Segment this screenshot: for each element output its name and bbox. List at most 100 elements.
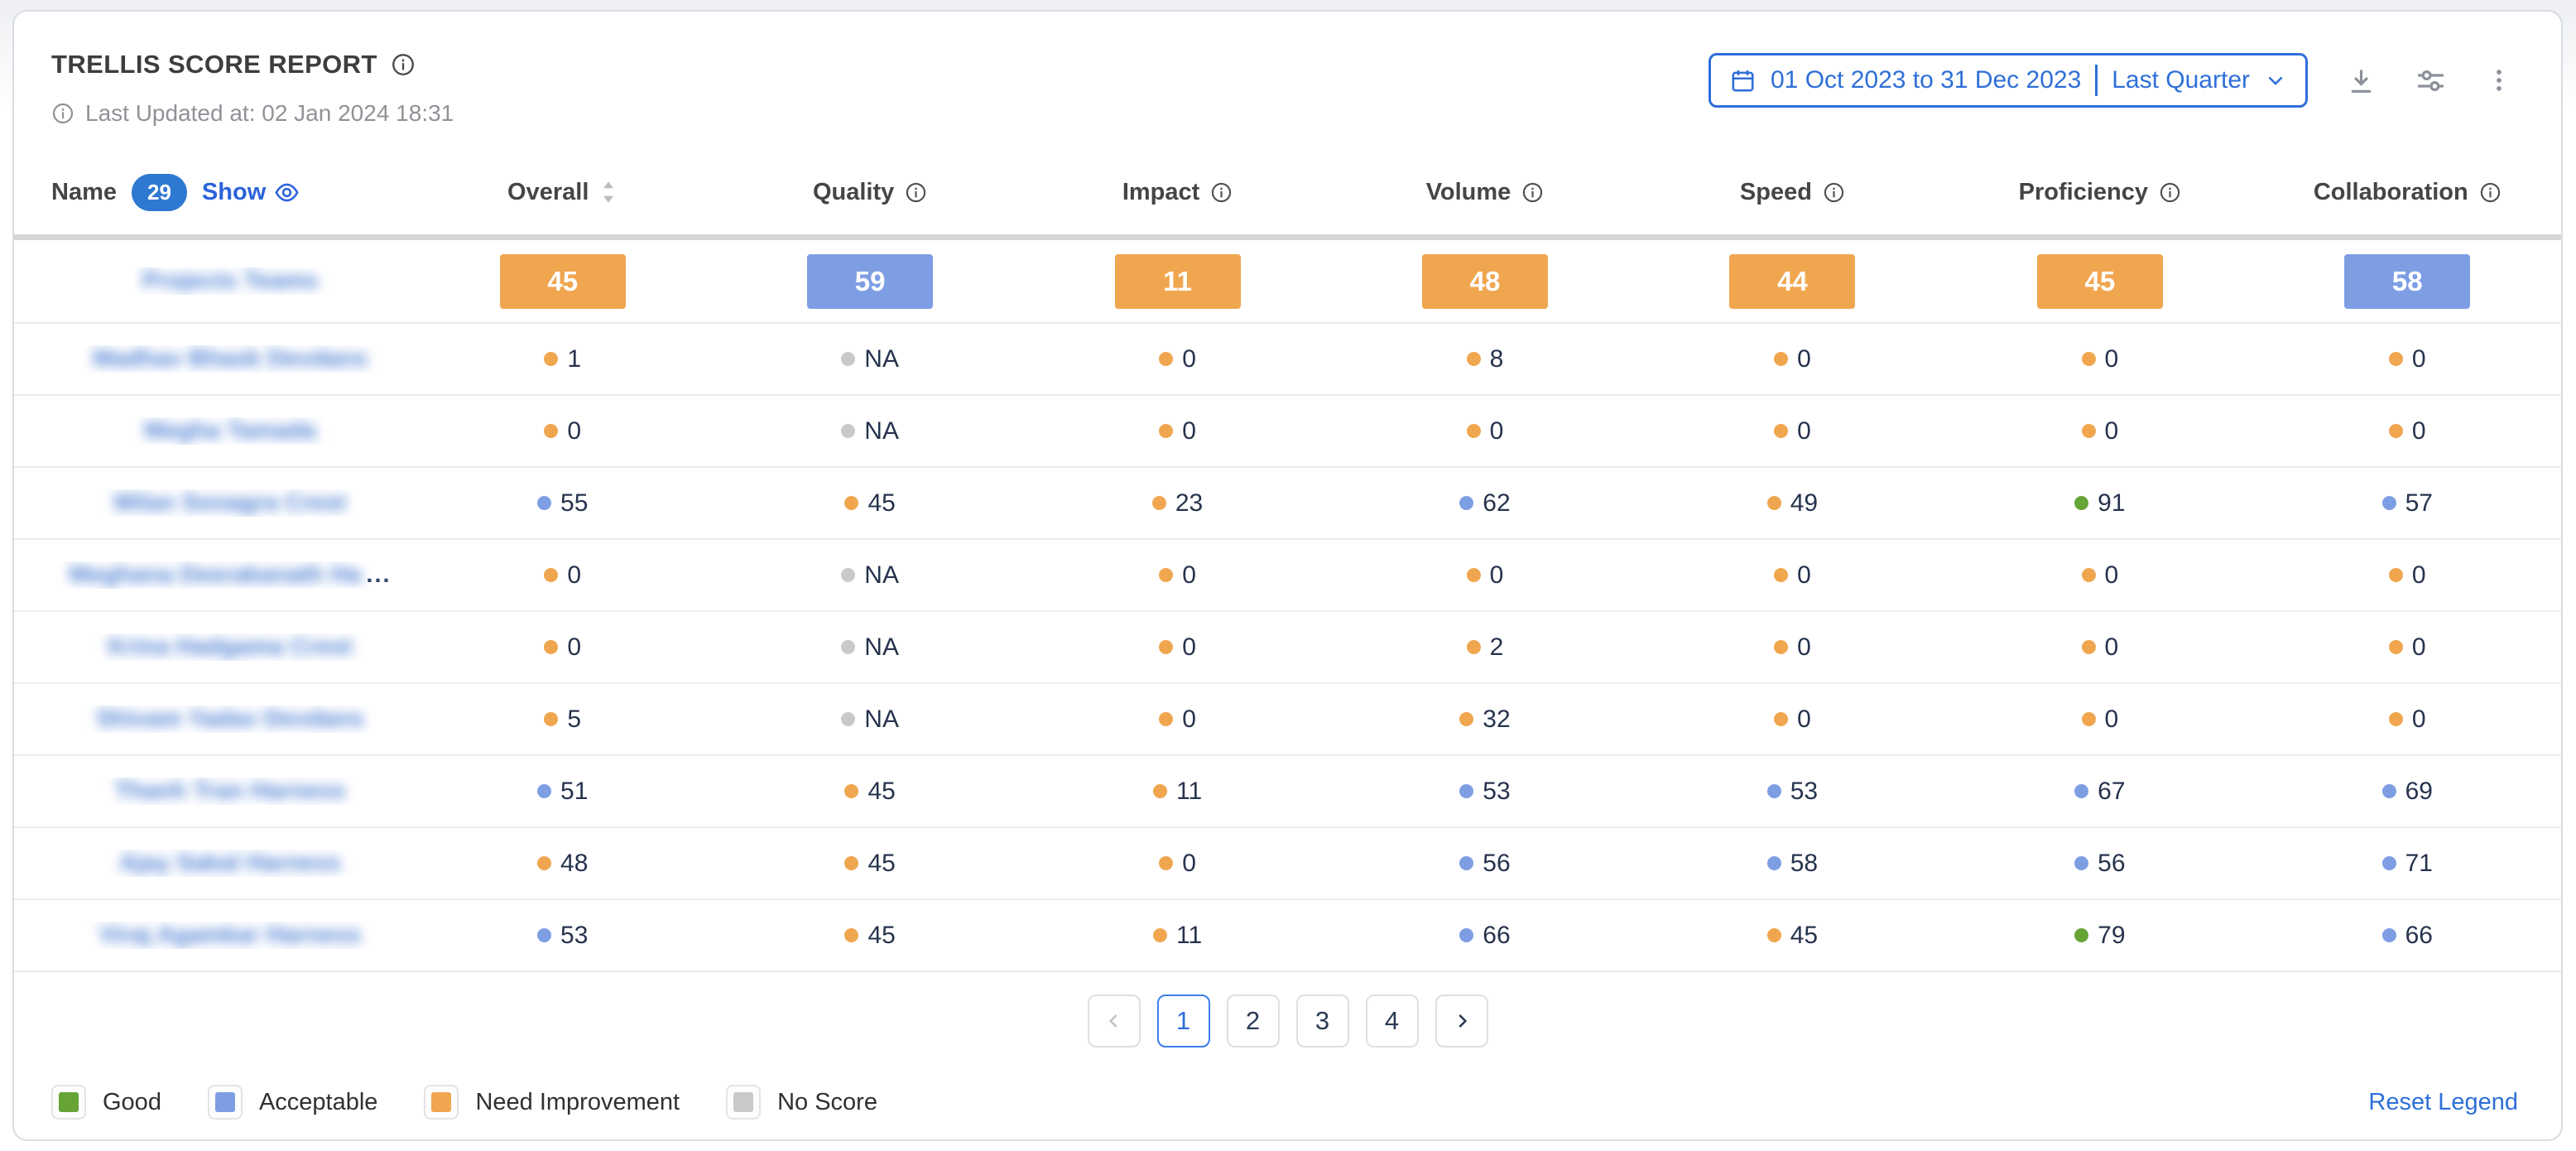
score-level-dot	[841, 568, 855, 582]
pagination-page-2[interactable]: 2	[1227, 994, 1280, 1047]
score-value: NA	[864, 706, 899, 734]
score-level-dot	[1774, 568, 1788, 582]
quality-score-cell: 45	[716, 489, 1023, 518]
member-name-link[interactable]: Thanh Tran Harness	[115, 778, 346, 805]
member-name-link[interactable]: Ajay Sakal Harness	[119, 850, 341, 877]
score-value: 0	[2105, 633, 2119, 662]
speed-score-cell: 58	[1639, 850, 1946, 878]
score-value: 0	[1182, 345, 1196, 373]
score-value: 8	[1490, 345, 1504, 373]
member-name-link[interactable]: Meghana Deerakanath Ha	[69, 561, 361, 589]
quality-score-cell: NA	[716, 561, 1023, 590]
quality-score-cell: 45	[716, 778, 1023, 806]
legend-item-good[interactable]: Good	[51, 1085, 161, 1120]
collaboration-score-cell: 57	[2254, 489, 2561, 518]
swatch-fill	[59, 1092, 79, 1112]
score-level-dot	[844, 496, 858, 510]
pagination-next[interactable]	[1435, 994, 1488, 1047]
score-level-dot	[2389, 640, 2403, 654]
score-value: 0	[2412, 345, 2426, 373]
score-value: NA	[864, 417, 899, 445]
name-cell: Meghana Deerakanath Ha...	[51, 561, 409, 589]
score-value: 0	[2412, 417, 2426, 445]
member-name-link[interactable]: Krina Hadgama Crest	[108, 633, 353, 661]
score-value: NA	[864, 561, 899, 590]
quality-score-cell: NA	[716, 345, 1023, 373]
legend-item-acceptable[interactable]: Acceptable	[208, 1085, 378, 1120]
kebab-menu-icon[interactable]	[2485, 66, 2513, 94]
overall-score-cell: 0	[409, 417, 716, 445]
pagination-page-3[interactable]: 3	[1296, 994, 1349, 1047]
need_improvement-color-swatch	[424, 1085, 459, 1120]
speed-info-icon[interactable]	[1823, 181, 1845, 204]
score-badge: 44	[1729, 254, 1855, 309]
last-updated-info-icon	[51, 102, 74, 125]
score-level-dot	[2382, 496, 2396, 510]
date-range-text: 01 Oct 2023 to 31 Dec 2023	[1771, 66, 2081, 94]
team-summary-row: Projects Teams45591148444558	[14, 240, 2561, 324]
proficiency-score-cell: 0	[1946, 706, 2253, 734]
collaboration-score-cell: 58	[2254, 254, 2561, 309]
speed-score-cell: 45	[1639, 922, 1946, 950]
quality-info-icon[interactable]	[905, 181, 927, 204]
score-badge: 45	[500, 254, 626, 309]
score-level-dot	[2082, 568, 2096, 582]
score-value: 0	[1490, 561, 1504, 590]
column-header-impact: Impact	[1024, 179, 1331, 206]
show-names-toggle[interactable]: Show	[202, 179, 300, 206]
show-label: Show	[202, 179, 266, 206]
member-name-link[interactable]: Madhav Bhask Devdans	[93, 345, 368, 373]
score-badge: 45	[2037, 254, 2163, 309]
download-icon[interactable]	[2346, 65, 2377, 96]
score-level-dot	[2389, 352, 2403, 366]
report-info-icon[interactable]	[391, 52, 416, 77]
member-name-link[interactable]: Milan Sonagra Crest	[114, 489, 346, 517]
pagination-prev[interactable]	[1088, 994, 1141, 1047]
filter-settings-icon[interactable]	[2415, 65, 2447, 97]
sort-icon[interactable]	[599, 179, 618, 205]
score-value: 0	[2105, 417, 2119, 445]
quality-score-cell: NA	[716, 417, 1023, 445]
swatch-fill	[733, 1092, 753, 1112]
score-level-dot	[841, 640, 855, 654]
score-value: 53	[1790, 778, 1818, 806]
speed-score-cell: 0	[1639, 561, 1946, 590]
score-level-dot	[537, 856, 551, 870]
score-value: NA	[864, 633, 899, 662]
trellis-score-report-card: TRELLIS SCORE REPORT Last Updated at: 02…	[12, 10, 2563, 1141]
name-cell: Thanh Tran Harness	[51, 778, 409, 805]
collaboration-score-cell: 0	[2254, 345, 2561, 373]
legend-item-need_improvement[interactable]: Need Improvement	[424, 1085, 680, 1120]
team-name-link[interactable]: Projects Teams	[142, 267, 318, 295]
member-name-link[interactable]: Shivam Yadav Devdans	[96, 706, 363, 733]
score-level-dot	[2389, 712, 2403, 726]
proficiency-score-cell: 0	[1946, 345, 2253, 373]
pagination-page-1[interactable]: 1	[1157, 994, 1210, 1047]
table-row: Milan Sonagra Crest55452362499157	[14, 468, 2561, 540]
score-value: 71	[2405, 850, 2433, 878]
reset-legend-link[interactable]: Reset Legend	[2368, 1089, 2518, 1116]
impact-info-icon[interactable]	[1210, 181, 1233, 204]
legend-item-no_score[interactable]: No Score	[726, 1085, 877, 1120]
date-range-picker[interactable]: 01 Oct 2023 to 31 Dec 2023 Last Quarter	[1709, 53, 2308, 108]
score-level-dot	[2382, 856, 2396, 870]
impact-score-cell: 0	[1024, 633, 1331, 662]
score-level-dot	[1459, 928, 1473, 942]
score-value: 51	[560, 778, 588, 806]
score-level-dot	[2082, 424, 2096, 438]
member-name-link[interactable]: Megha Tamada	[144, 417, 315, 445]
volume-info-icon[interactable]	[1521, 181, 1544, 204]
overall-score-cell: 0	[409, 633, 716, 662]
score-level-dot	[2389, 568, 2403, 582]
swatch-fill	[215, 1092, 235, 1112]
score-level-dot	[544, 568, 558, 582]
pagination-page-4[interactable]: 4	[1366, 994, 1419, 1047]
proficiency-info-icon[interactable]	[2159, 181, 2181, 204]
truncation-ellipsis: ...	[366, 561, 391, 589]
member-name-link[interactable]: Viraj Agamkar Harness	[99, 922, 361, 949]
speed-score-cell: 53	[1639, 778, 1946, 806]
score-level-dot	[537, 496, 551, 510]
table-row: Thanh Tran Harness51451153536769	[14, 756, 2561, 828]
table-header-row: Name 29 Show OverallQualityImpactVolumeS…	[14, 166, 2561, 218]
collaboration-info-icon[interactable]	[2479, 181, 2502, 204]
